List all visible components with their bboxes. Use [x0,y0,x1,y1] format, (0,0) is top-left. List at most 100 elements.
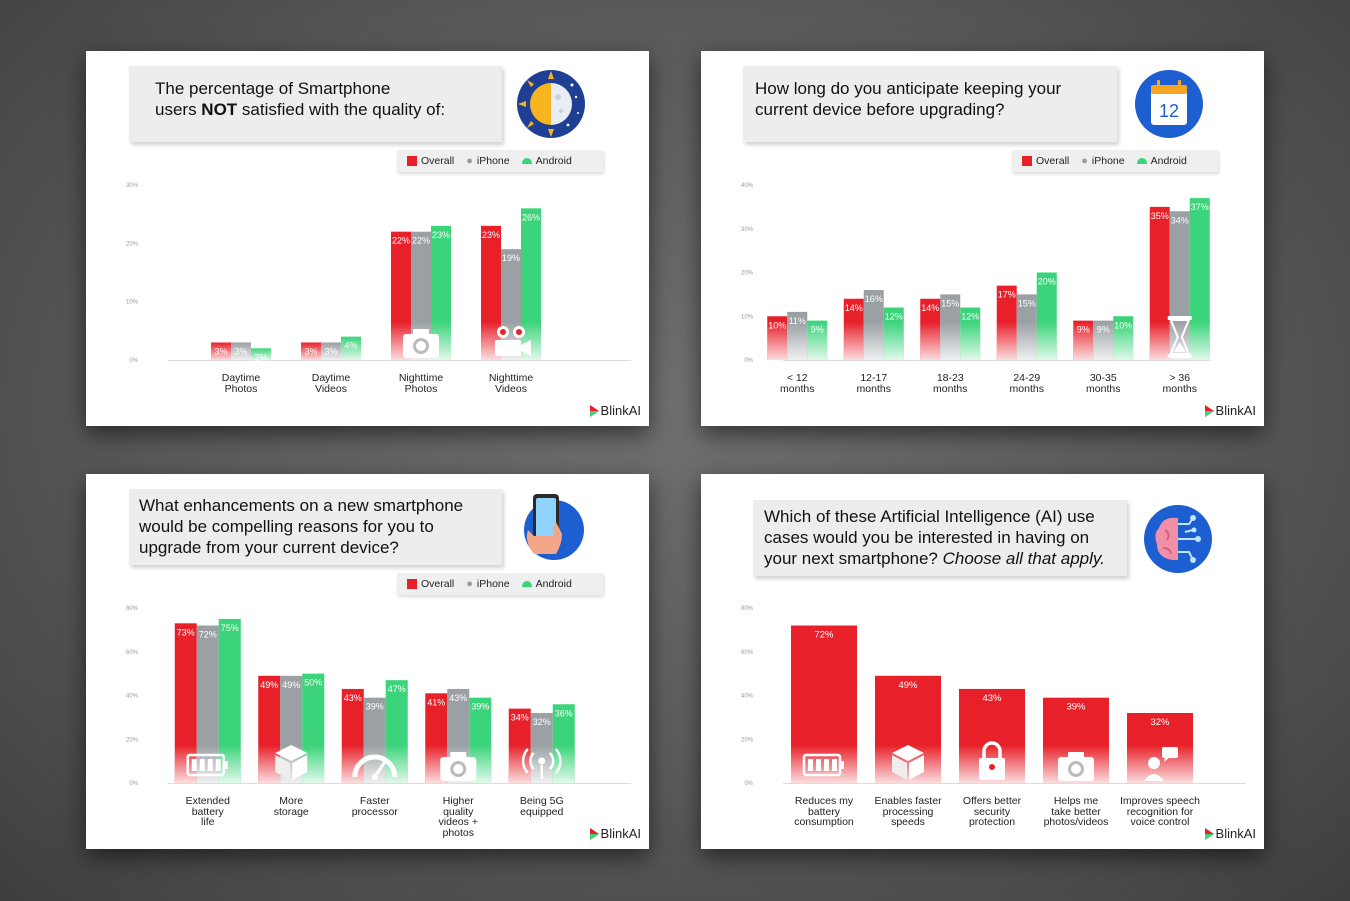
legend-overall: Overall [407,578,454,590]
android-icon [521,158,532,164]
legend-iphone: ● iPhone [466,578,509,590]
y-tick-label: 20% [126,737,139,743]
data-label: 15% [941,298,959,308]
bar-fade [363,745,386,783]
data-label: 39% [1066,702,1086,713]
category-label: 12-17 months [856,372,891,395]
data-label: 20% [1038,277,1056,287]
legend-overall-swatch [407,579,417,589]
chart-card-enhancements: What enhancements on a new smartphone wo… [86,474,649,849]
legend-overall-label: Overall [421,155,455,167]
category-label: > 36 months [1162,372,1197,395]
data-label: 22% [412,236,430,246]
bar-fade [301,342,321,360]
question-line-1: The percentage of Smartphone [155,79,391,98]
bar-fade [1149,322,1170,360]
bar-fade [231,342,251,360]
camera-icon [403,329,439,358]
y-tick-label: 0% [744,781,753,787]
question-box: Which of these Artificial Intelligence (… [753,500,1127,576]
bar-chart: 80% 60% 40% 20% 0% 72% 49% 43% 39% 32% [741,606,1246,787]
legend: Overall ● iPhone Android [1012,150,1218,172]
category-label: Helps me take better photos/videos [1043,795,1109,828]
category-label: Offers better security protection [962,795,1022,828]
legend-iphone-label: iPhone [476,155,510,167]
brand-logo: BlinkAI [589,826,641,841]
brand-name: BlinkAI [1215,826,1256,841]
bar-fade [960,322,981,360]
data-label: 15% [1018,298,1036,308]
legend-iphone-label: iPhone [476,578,510,590]
data-label: 9% [1097,325,1110,335]
legend-overall-label: Overall [421,578,455,590]
legend-android: Android [1136,155,1187,167]
legend-android-label: Android [535,578,572,590]
brand-name: BlinkAI [600,826,641,841]
chart-card-ai-use-cases: Which of these Artificial Intelligence (… [701,474,1264,849]
y-tick-label: 60% [741,650,754,656]
y-tick-label: 40% [741,183,754,189]
data-label: 16% [865,294,883,304]
bar-fade [1036,322,1057,360]
data-label: 26% [522,212,540,222]
blinkai-logo-icon [1204,827,1214,840]
video-camera-icon [495,326,531,356]
question-box: The percentage of Smartphone users NOT s… [129,66,502,142]
y-tick-label: 0% [744,358,753,364]
bar-fade [1189,322,1210,360]
camera-icon [440,752,477,781]
bar-fade [883,322,904,360]
box-icon [275,745,308,780]
question-box: How long do you anticipate keeping your … [743,66,1117,142]
category-label: 18-23 months [933,372,968,395]
data-label: 47% [388,684,406,694]
bar-fade [1093,322,1114,360]
bar-android [218,618,241,783]
data-label: 72% [814,630,834,641]
category-label: Faster processor [351,795,398,818]
legend-android: Android [521,578,572,590]
brand-name: BlinkAI [1215,403,1256,418]
bar-fade [787,322,808,360]
y-tick-label: 20% [741,737,754,743]
question-line-2: current device before upgrading? [755,100,1005,119]
data-label: 34% [1171,215,1189,225]
y-tick-label: 20% [126,241,139,247]
legend-android-label: Android [1150,155,1187,167]
data-label: 17% [998,290,1016,300]
question-line-2: would be compelling reasons for you to [139,517,434,536]
data-label: 22% [392,236,410,246]
blinkai-logo-icon [589,827,599,840]
data-label: 49% [260,680,278,690]
category-label: Enables faster processing speeds [874,795,942,828]
android-icon [1136,158,1147,164]
category-label: 24-29 months [1009,372,1044,395]
legend-iphone-label: iPhone [1091,155,1125,167]
data-label: 49% [898,680,918,691]
data-label: 34% [511,713,529,723]
data-label: 72% [199,630,217,640]
y-tick-label: 80% [741,606,754,612]
data-label: 43% [982,693,1002,704]
category-label: Nighttime Photos [398,372,444,395]
apple-icon: ● [466,578,473,590]
bar-android [1189,198,1210,360]
blinkai-logo-icon [1204,404,1214,417]
data-label: 4% [344,341,357,351]
data-label: 14% [845,303,863,313]
data-label: 10% [768,320,786,330]
data-label: 23% [482,230,500,240]
data-label: 43% [449,693,467,703]
bar-fade [385,745,408,783]
bar-iphone [196,625,219,783]
data-label: 49% [282,680,300,690]
legend-iphone: ● iPhone [466,155,509,167]
y-tick-label: 20% [741,271,754,277]
bar-fade [1016,322,1037,360]
bar-fade [321,342,341,360]
bar-fade [996,322,1017,360]
data-label: 12% [885,312,903,322]
question-box: What enhancements on a new smartphone wo… [129,489,502,565]
legend-android-label: Android [535,155,572,167]
brand-logo: BlinkAI [1204,826,1256,841]
